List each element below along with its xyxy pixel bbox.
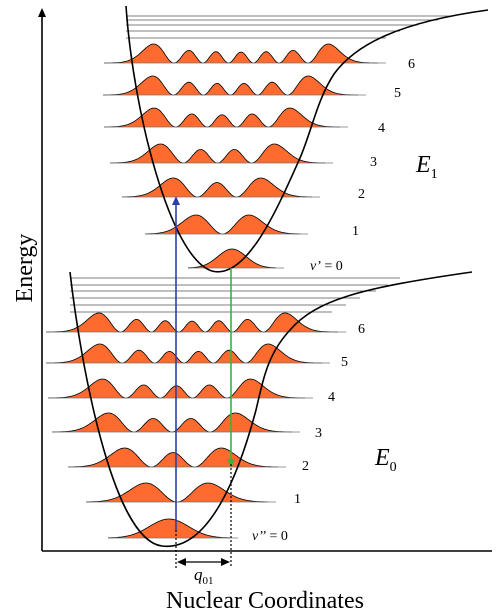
wavefunction-outline — [122, 177, 312, 198]
wavefunction-outline — [46, 312, 338, 333]
wavefunction-outline — [104, 107, 340, 128]
wavefunction-outline — [104, 43, 378, 64]
x-axis-label: Nuclear Coordinates — [166, 588, 364, 614]
lower-level-label: 2 — [302, 459, 309, 474]
wavefunction-density — [110, 144, 325, 163]
wavefunction-outline — [145, 214, 300, 235]
lower-potential-curve — [69, 271, 473, 547]
wavefunction-outline — [86, 482, 268, 503]
upper-dense-levels — [126, 15, 452, 39]
lower-wavefunctions — [46, 312, 346, 539]
upper-state-label: E1 — [415, 152, 438, 182]
upper-level-label: 4 — [378, 121, 385, 136]
upper-wavefunctions — [103, 43, 386, 269]
lower-level-label: 4 — [328, 390, 335, 405]
lower-zero-label: v’’ = 0 — [252, 529, 288, 544]
upper-level-label: 3 — [370, 155, 377, 170]
lower-level-label: 3 — [315, 426, 322, 441]
upper-level-label: 6 — [408, 57, 415, 72]
lower-dense-levels — [70, 277, 400, 313]
wavefunction-density — [46, 313, 338, 332]
lower-level-label: 5 — [341, 355, 348, 370]
wavefunction-density — [145, 215, 300, 234]
wavefunction-density — [46, 344, 322, 363]
wavefunction-density — [188, 249, 276, 268]
wavefunction-density — [52, 413, 292, 432]
wavefunction-density — [103, 76, 358, 95]
wavefunction-density — [108, 519, 230, 538]
wavefunction-density — [122, 178, 312, 197]
wavefunction-density — [104, 108, 340, 127]
lower-state-label: E0 — [374, 445, 397, 475]
lower-level-label: 6 — [358, 322, 365, 337]
upper-zero-label: v’ = 0 — [310, 259, 343, 274]
y-axis-label: Energy — [12, 234, 38, 303]
wavefunction-density — [86, 483, 268, 502]
wavefunction-outline — [68, 447, 278, 468]
upper-level-label: 5 — [394, 86, 401, 101]
upper-level-label: 1 — [352, 224, 359, 239]
lower-level-label: 1 — [294, 492, 301, 507]
wavefunction-density — [104, 44, 378, 63]
upper-potential-curve — [125, 5, 489, 273]
wavefunction-density — [68, 448, 278, 467]
displacement-label: q01 — [194, 565, 214, 587]
upper-level-label: 2 — [358, 187, 365, 202]
wavefunction-outline — [108, 518, 230, 539]
